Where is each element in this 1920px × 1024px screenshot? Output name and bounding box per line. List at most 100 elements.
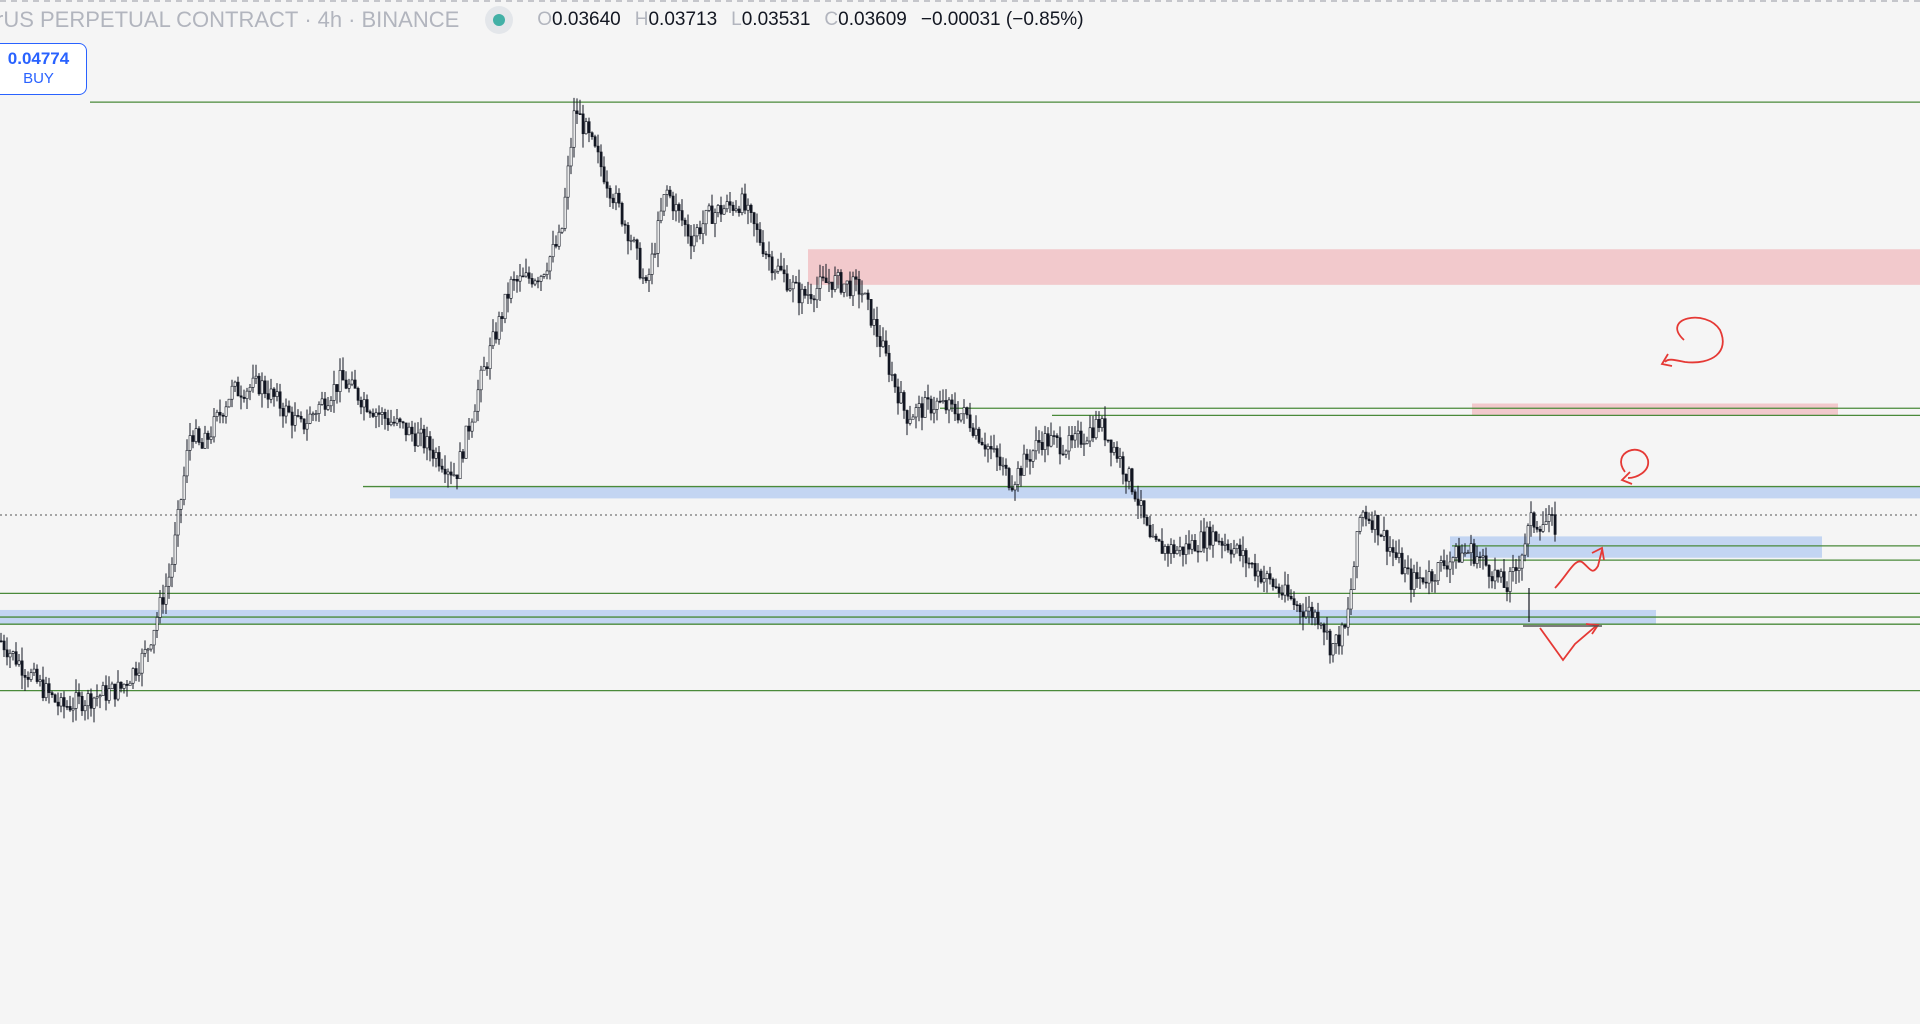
- arrowhead-drawing[interactable]: [1585, 623, 1600, 635]
- candle: [779, 252, 783, 272]
- candle: [374, 408, 378, 429]
- candle: [1424, 569, 1428, 589]
- candle-body: [467, 425, 471, 432]
- candle-body: [440, 465, 444, 470]
- candle-body: [1319, 624, 1323, 626]
- candle-body: [1232, 548, 1236, 555]
- circle-sketch-drawing[interactable]: [1664, 316, 1724, 364]
- arrowhead-drawing[interactable]: [1660, 353, 1673, 367]
- candle-body: [953, 403, 957, 415]
- market-status-indicator[interactable]: [485, 6, 514, 34]
- candle-body: [1163, 546, 1167, 554]
- candle-body: [1463, 552, 1467, 555]
- candle: [1322, 622, 1326, 646]
- candle-body: [1220, 541, 1224, 546]
- candle-body: [944, 400, 948, 411]
- candle-body: [515, 279, 519, 282]
- candle-body: [188, 435, 192, 451]
- candle: [125, 680, 129, 697]
- candle: [800, 283, 804, 315]
- candle: [1133, 489, 1137, 502]
- supply-zone[interactable]: [1472, 403, 1838, 416]
- candle-body: [218, 411, 222, 416]
- candle: [1052, 430, 1056, 445]
- candle: [401, 420, 405, 429]
- candle-body: [857, 278, 861, 295]
- candle-body: [1127, 468, 1131, 482]
- candle: [686, 214, 690, 244]
- candle: [1046, 427, 1050, 456]
- candle: [866, 289, 870, 311]
- candle-body: [992, 448, 996, 450]
- candle-body: [989, 446, 993, 450]
- candle-body: [941, 400, 945, 402]
- candle-body: [851, 276, 855, 297]
- circle-sketch-drawing[interactable]: [1620, 448, 1649, 479]
- candle: [1439, 555, 1443, 572]
- candle-body: [380, 411, 384, 415]
- candle-body: [1025, 453, 1029, 460]
- candle: [668, 185, 672, 199]
- candle-body: [524, 272, 528, 277]
- bearish-path-arrow-drawing[interactable]: [1539, 625, 1597, 662]
- candle-body: [443, 468, 447, 475]
- candle-body: [1553, 514, 1557, 535]
- arrowhead-drawing[interactable]: [1591, 546, 1605, 561]
- candle: [470, 418, 474, 438]
- candle: [812, 295, 816, 313]
- candle-body: [686, 224, 690, 237]
- demand-zone[interactable]: [1450, 536, 1822, 558]
- candle: [1355, 530, 1359, 579]
- candle: [884, 330, 888, 357]
- candle-body: [239, 395, 243, 398]
- candle-body: [347, 383, 351, 389]
- candle-body: [131, 668, 135, 684]
- candle-body: [1409, 568, 1413, 590]
- buy-button[interactable]: 0.04774 BUY: [0, 43, 87, 95]
- candle-body: [1355, 531, 1359, 568]
- candle: [1406, 555, 1410, 575]
- candle-body: [965, 407, 969, 416]
- candle: [212, 408, 216, 443]
- candle-body: [1472, 543, 1476, 564]
- candle-body: [302, 418, 306, 430]
- candle-body: [1079, 430, 1083, 445]
- candle: [1547, 505, 1551, 533]
- candle-body: [296, 415, 300, 417]
- candle-body: [1493, 569, 1497, 582]
- candle-body: [179, 499, 183, 510]
- candle: [1238, 538, 1242, 562]
- candle-body: [554, 244, 558, 247]
- candle: [416, 422, 420, 448]
- candle: [803, 285, 807, 299]
- candle-body: [236, 381, 240, 397]
- candle: [863, 292, 867, 295]
- demand-zone[interactable]: [390, 486, 1920, 499]
- exchange-label[interactable]: BINANCE: [361, 7, 460, 32]
- candle: [1361, 510, 1365, 527]
- candle-body: [491, 331, 495, 347]
- supply-zone[interactable]: [808, 249, 1920, 285]
- candle-body: [1052, 435, 1056, 437]
- candle-body: [614, 192, 618, 204]
- candle-body: [1007, 468, 1011, 489]
- bullish-path-arrow-drawing[interactable]: [1554, 549, 1603, 589]
- candle-body: [1268, 573, 1272, 580]
- symbol-title[interactable]: rUS PERPETUAL CONTRACT: [0, 7, 299, 32]
- candle-body: [779, 265, 783, 271]
- candle: [413, 422, 417, 452]
- candle-body: [1295, 604, 1299, 607]
- candle: [503, 293, 507, 324]
- interval-label[interactable]: 4h: [317, 7, 343, 32]
- candle-body: [971, 427, 975, 436]
- candle: [1043, 425, 1047, 463]
- candle-body: [308, 413, 312, 424]
- candle-body: [494, 331, 498, 340]
- candle-body: [983, 444, 987, 450]
- candle: [830, 281, 834, 298]
- candle-body: [938, 400, 942, 403]
- arrowhead-drawing[interactable]: [1620, 471, 1633, 485]
- candle: [1112, 442, 1116, 456]
- candle-body: [74, 692, 78, 709]
